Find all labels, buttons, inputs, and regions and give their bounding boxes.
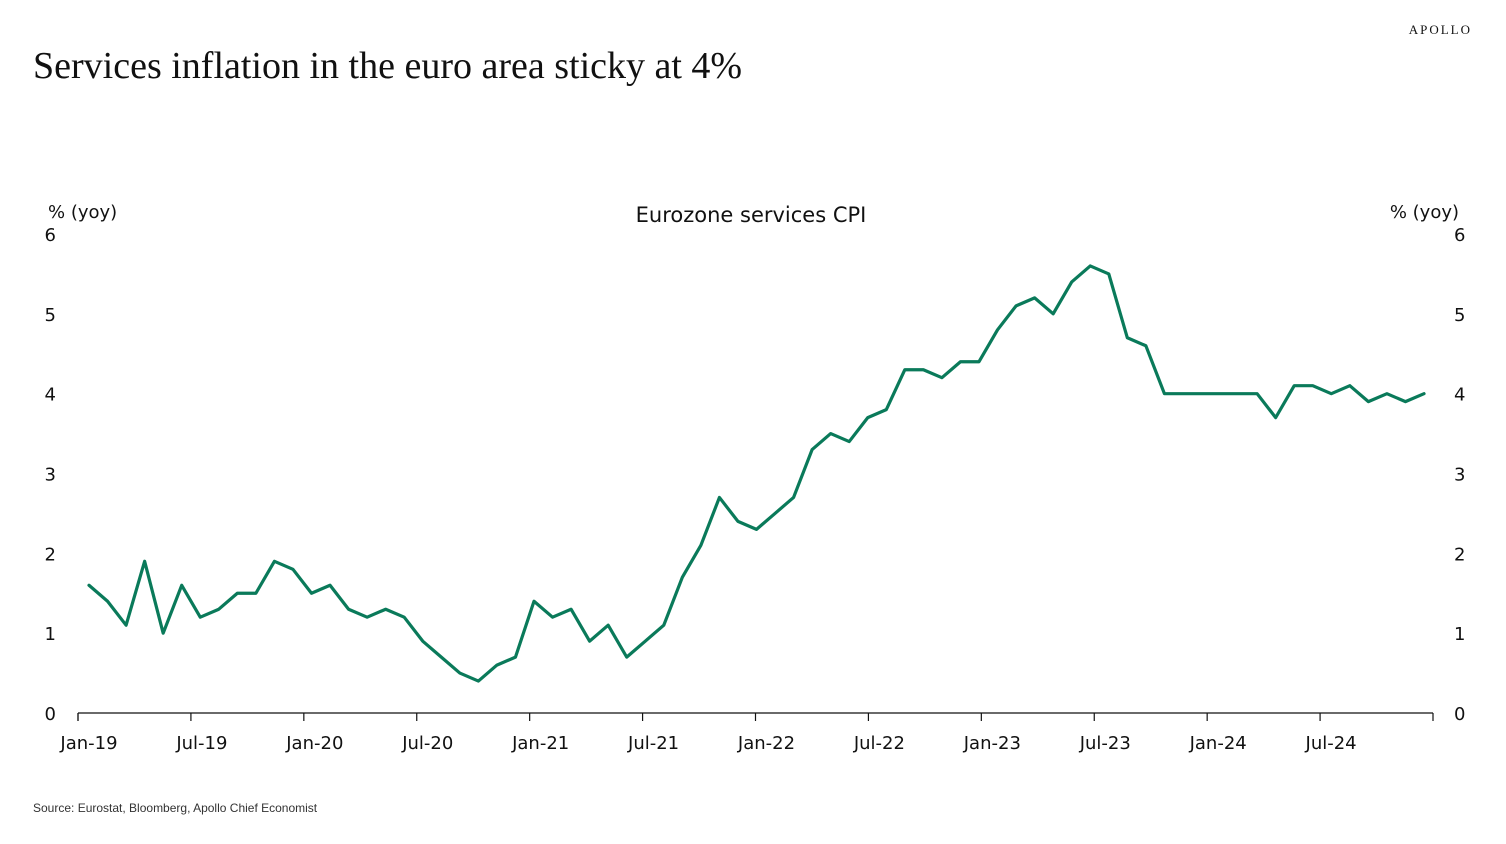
x-tick-label: Jan-21 bbox=[511, 733, 569, 754]
y-axis-label-right: % (yoy) bbox=[1390, 202, 1459, 223]
series-line-eurozone-services-cpi bbox=[87, 264, 1426, 683]
x-tick-label: Jan-22 bbox=[737, 733, 795, 754]
x-tick-label: Jan-24 bbox=[1189, 733, 1247, 754]
x-tick-label: Jul-23 bbox=[1079, 733, 1131, 754]
x-tick-label: Jul-22 bbox=[853, 733, 905, 754]
y-tick-label-left: 1 bbox=[45, 624, 56, 645]
y-tick-label-right: 6 bbox=[1454, 225, 1465, 246]
y-tick-label-right: 2 bbox=[1454, 544, 1465, 565]
x-tick-label: Jan-19 bbox=[59, 733, 117, 754]
y-tick-label-right: 0 bbox=[1454, 704, 1465, 725]
x-axis: Jan-19 Jul-19 Jan-20 Jul-20 Jan-21 Jul-21 Jan-… bbox=[59, 713, 1434, 754]
series-layer bbox=[87, 264, 1426, 683]
y-tick-label-left: 6 bbox=[45, 225, 56, 246]
y-tick-label-left: 2 bbox=[45, 544, 56, 565]
x-tick-label: Jul-20 bbox=[401, 733, 453, 754]
y-tick-label-left: 4 bbox=[45, 385, 56, 406]
y-tick-label-right: 3 bbox=[1454, 465, 1465, 486]
y-tick-label-left: 3 bbox=[45, 465, 56, 486]
y-tick-label-left: 5 bbox=[45, 305, 56, 326]
x-tick-label: Jul-24 bbox=[1305, 733, 1357, 754]
y-axis-label-left: % (yoy) bbox=[48, 202, 117, 223]
x-tick-label: Jul-21 bbox=[627, 733, 679, 754]
source-note: Source: Eurostat, Bloomberg, Apollo Chie… bbox=[33, 801, 318, 815]
x-tick-label: Jan-23 bbox=[963, 733, 1021, 754]
chart-title: Eurozone services CPI bbox=[636, 203, 867, 227]
y-tick-label-left: 0 bbox=[45, 704, 56, 725]
y-tick-label-right: 4 bbox=[1454, 385, 1465, 406]
page-title: Services inflation in the euro area stic… bbox=[33, 45, 743, 87]
brand-logo-text: APOLLO bbox=[1408, 22, 1472, 37]
x-tick-label: Jan-20 bbox=[285, 733, 343, 754]
y-axis-right: 0 1 2 3 4 5 6 bbox=[1454, 225, 1465, 725]
y-tick-label-right: 1 bbox=[1454, 624, 1465, 645]
y-axis-left: 0 1 2 3 4 5 6 bbox=[45, 225, 56, 725]
x-tick-label: Jul-19 bbox=[175, 733, 227, 754]
y-tick-label-right: 5 bbox=[1454, 305, 1465, 326]
